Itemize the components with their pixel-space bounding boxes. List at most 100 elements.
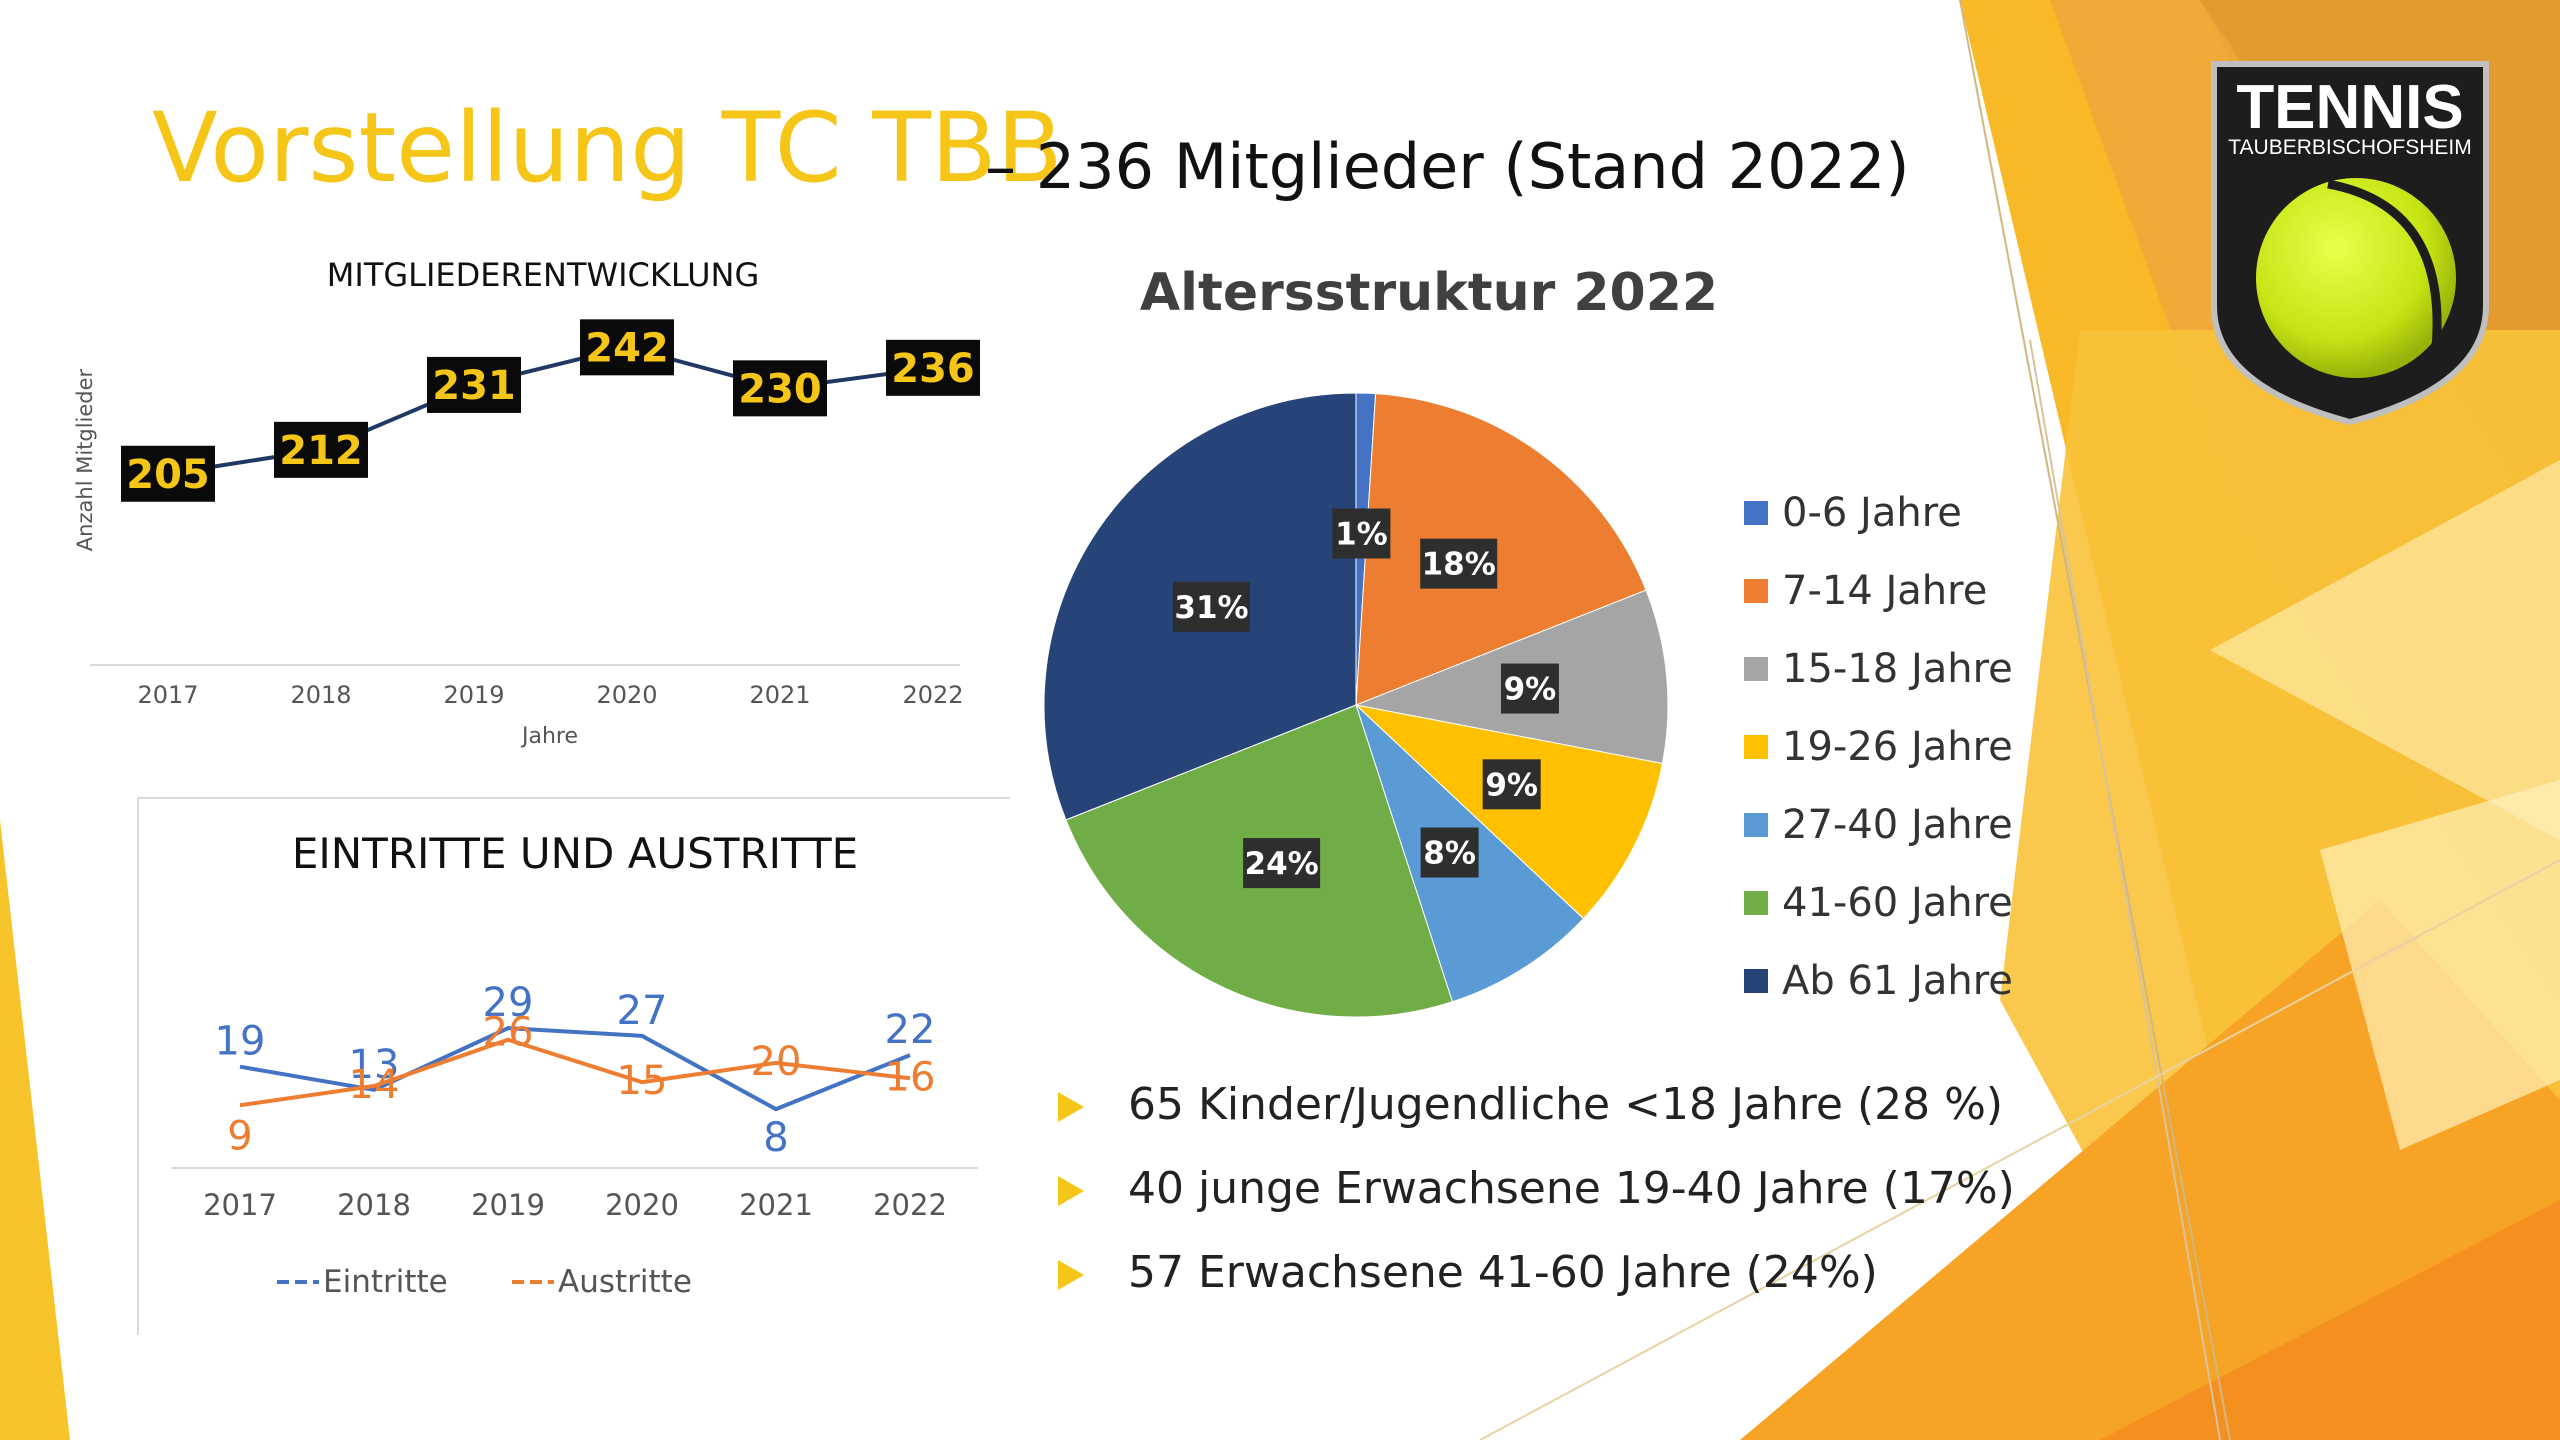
tennis-club-logo: TENNIS TAUBERBISCHOFSHEIM xyxy=(2211,61,2489,426)
data-label-box xyxy=(1420,827,1479,878)
data-label: 20 xyxy=(751,1039,802,1085)
data-point: 212 xyxy=(274,421,368,478)
x-tick-label: 2019 xyxy=(443,681,504,709)
legend-swatch xyxy=(1744,969,1768,993)
data-label: 8% xyxy=(1423,836,1476,872)
bullet-text: 57 Erwachsene 41-60 Jahre (24%) xyxy=(1128,1247,1878,1298)
data-label: 22 xyxy=(885,1007,936,1053)
data-label: 231 xyxy=(432,363,516,409)
legend-swatch xyxy=(1744,813,1768,837)
legend-label: 0-6 Jahre xyxy=(1782,490,1962,536)
bg-line xyxy=(2029,339,2221,1440)
logo-subword: TAUBERBISCHOFSHEIM xyxy=(2228,136,2471,159)
x-tick-label: 2017 xyxy=(203,1188,277,1222)
bullet-text: 40 junge Erwachsene 19-40 Jahre (17%) xyxy=(1128,1163,2015,1214)
legend-swatch xyxy=(1744,891,1768,915)
data-label: 9% xyxy=(1485,767,1538,803)
data-label-box xyxy=(1172,581,1250,632)
legend-swatch xyxy=(1744,579,1768,603)
pie-data-label: 1% xyxy=(1332,508,1391,559)
bg-shape xyxy=(1740,900,2560,1440)
legend-label: 15-18 Jahre xyxy=(1782,646,2013,692)
data-label: 242 xyxy=(585,325,669,371)
data-label: 15 xyxy=(617,1058,668,1104)
data-label: 9 xyxy=(227,1113,252,1159)
legend-swatch xyxy=(1744,501,1768,525)
pie-data-label: 31% xyxy=(1172,581,1250,632)
data-label: 236 xyxy=(891,346,975,392)
pie-data-label: 24% xyxy=(1243,838,1321,889)
x-tick-label: 2017 xyxy=(137,681,198,709)
data-label-box xyxy=(427,356,521,413)
chart-title: EINTRITTE UND AUSTRITTE xyxy=(292,829,858,878)
data-label: 8 xyxy=(763,1115,788,1161)
series-line-eintritte xyxy=(239,1026,911,1112)
legend-label: 41-60 Jahre xyxy=(1782,880,2013,926)
x-tick-label: 2021 xyxy=(739,1188,813,1222)
data-label: 27 xyxy=(617,988,668,1034)
x-tick-label: 2020 xyxy=(605,1188,679,1222)
legend-item: Eintritte xyxy=(277,1264,448,1300)
logo-word: TENNIS xyxy=(2236,73,2463,142)
data-point: 230 xyxy=(733,360,827,417)
series-line-austritte xyxy=(239,1037,911,1108)
legend-label: 19-26 Jahre xyxy=(1782,724,2013,770)
data-label: 31% xyxy=(1174,590,1248,626)
data-label-box xyxy=(733,360,827,417)
x-tick-label: 2018 xyxy=(337,1188,411,1222)
pie-data-label: 8% xyxy=(1420,827,1479,878)
x-tick-label: 2021 xyxy=(749,681,810,709)
legend-label: Ab 61 Jahre xyxy=(1782,958,2013,1004)
bg-line xyxy=(1479,859,2560,1440)
ball-seam xyxy=(2327,179,2442,349)
data-label-box xyxy=(580,319,674,376)
chart-title: Altersstruktur 2022 xyxy=(1140,263,1718,323)
x-tick-label: 2018 xyxy=(290,681,351,709)
tennis-ball-icon xyxy=(2256,178,2456,378)
x-axis-label: Jahre xyxy=(520,724,578,749)
data-point: 205 xyxy=(121,445,215,502)
legend-swatch xyxy=(1744,657,1768,681)
page-subtitle: – 236 Mitglieder (Stand 2022) xyxy=(985,130,1910,203)
data-label: 9% xyxy=(1504,672,1557,708)
data-label-box xyxy=(1332,508,1391,559)
pie-data-label: 18% xyxy=(1420,538,1498,589)
x-tick-label: 2020 xyxy=(596,681,657,709)
data-label-box xyxy=(274,421,368,478)
chart-title: MITGLIEDERENTWICKLUNG xyxy=(327,256,759,294)
legend-swatch xyxy=(1744,735,1768,759)
data-label-box xyxy=(1243,838,1321,889)
data-label: 212 xyxy=(279,428,363,474)
pie-slice xyxy=(1355,393,1647,706)
bg-shape xyxy=(2210,460,2560,840)
data-label: 19 xyxy=(215,1019,266,1065)
data-label: 24% xyxy=(1245,846,1319,882)
triangle-bullet-icon xyxy=(1058,1260,1084,1290)
pie-slice xyxy=(1354,704,1664,920)
legend-label: 27-40 Jahre xyxy=(1782,802,2013,848)
data-point: 231 xyxy=(427,356,521,413)
x-tick-label: 2019 xyxy=(471,1188,545,1222)
data-label: 205 xyxy=(126,452,210,498)
data-label: 16 xyxy=(885,1054,936,1100)
data-label: 26 xyxy=(483,1010,534,1056)
data-label-box xyxy=(1482,759,1541,810)
legend-label: Eintritte xyxy=(323,1264,448,1300)
legend-label: Austritte xyxy=(558,1264,692,1300)
bg-shape xyxy=(2100,1200,2560,1440)
data-label: 230 xyxy=(738,366,822,412)
data-label: 29 xyxy=(483,980,534,1026)
bg-shape xyxy=(0,820,70,1440)
bullet-text: 65 Kinder/Jugendliche <18 Jahre (28 %) xyxy=(1128,1079,2004,1130)
page-title: Vorstellung TC TBB xyxy=(152,92,1063,204)
data-point: 236 xyxy=(886,339,980,396)
data-label: 18% xyxy=(1422,547,1496,583)
y-axis-label: Anzahl Mitglieder xyxy=(73,368,97,551)
data-label-box xyxy=(1500,663,1559,714)
data-label: 1% xyxy=(1335,516,1388,552)
legend-label: 7-14 Jahre xyxy=(1782,568,1988,614)
triangle-bullet-icon xyxy=(1058,1176,1084,1206)
